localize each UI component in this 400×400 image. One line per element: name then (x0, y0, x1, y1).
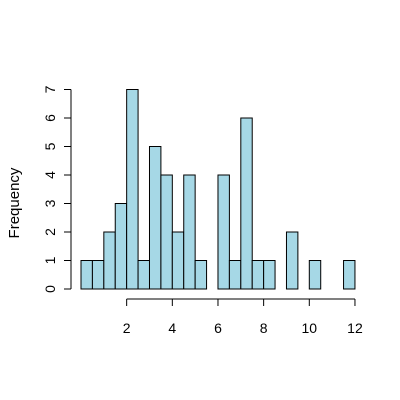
histogram-bar (194, 260, 208, 290)
y-axis-title: Frequency (6, 167, 23, 238)
x-tick-label: 6 (214, 320, 222, 336)
y-tick-label: 2 (42, 228, 58, 236)
histogram-bar (240, 117, 253, 290)
histogram-bar (285, 231, 299, 290)
y-tick-label: 0 (42, 285, 58, 293)
histogram-bar (171, 231, 185, 290)
histogram-bar (114, 203, 128, 290)
histogram-bar (183, 174, 196, 290)
y-tick-label: 7 (42, 85, 58, 93)
histogram-bar (217, 174, 230, 290)
bars-group (80, 89, 356, 290)
y-tick-label: 5 (42, 142, 58, 150)
y-axis: 0 1 2 3 4 5 6 7 (42, 85, 72, 293)
y-tick-label: 3 (42, 199, 58, 207)
histogram-bar (343, 260, 356, 290)
y-tick-label: 6 (42, 114, 58, 122)
x-tick-label: 12 (347, 320, 363, 336)
histogram-bar (160, 174, 173, 290)
y-tick-label: 1 (42, 256, 58, 264)
histogram-bar (251, 260, 265, 290)
histogram-bar (91, 260, 105, 290)
y-tick-label: 4 (42, 171, 58, 179)
x-tick-label: 2 (123, 320, 131, 336)
x-tick-label: 10 (302, 320, 318, 336)
histogram-bar (308, 260, 322, 290)
histogram-bar (228, 260, 242, 290)
histogram-bar (80, 260, 93, 290)
histogram-bar (148, 146, 162, 290)
x-tick-label: 8 (260, 320, 268, 336)
x-axis: 2 4 6 8 10 12 (123, 298, 363, 336)
histogram-bar (103, 231, 116, 290)
histogram-bar (137, 260, 150, 290)
x-tick-label: 4 (168, 320, 176, 336)
histogram-bar (126, 89, 139, 290)
histogram-bar (263, 260, 276, 290)
